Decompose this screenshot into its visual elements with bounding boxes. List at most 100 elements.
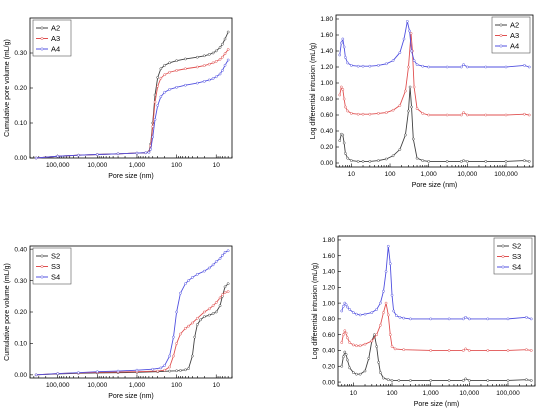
data-point [168, 70, 171, 74]
data-point [392, 309, 395, 313]
data-point [390, 293, 394, 297]
data-point [459, 65, 463, 69]
data-point [445, 113, 449, 117]
data-point [341, 88, 345, 91]
data-point [525, 378, 528, 382]
data-point [346, 305, 349, 309]
data-point [202, 54, 206, 58]
data-point [202, 64, 206, 67]
data-point [211, 61, 215, 65]
data-point [410, 105, 413, 109]
data-point [223, 291, 227, 294]
data-point [179, 332, 182, 336]
data-point [226, 282, 230, 286]
data-point [356, 112, 360, 116]
data-point [56, 154, 60, 158]
data-point [379, 371, 382, 374]
data-point [226, 290, 230, 293]
data-point [214, 49, 218, 53]
data-point [350, 64, 353, 67]
data-point [195, 55, 199, 59]
y-tick-label: 1.00 [320, 80, 333, 87]
data-point [214, 301, 218, 304]
plot-frame [337, 235, 536, 387]
data-point [77, 371, 80, 375]
data-point [221, 69, 224, 72]
data-point [211, 77, 215, 80]
data-point [407, 65, 410, 69]
data-point [342, 97, 346, 101]
data-point [195, 65, 199, 69]
x-tick-label: 10 [350, 390, 358, 397]
data-point [527, 65, 531, 69]
data-point [202, 80, 206, 83]
data-point [135, 151, 139, 155]
data-point [168, 369, 171, 373]
data-point [429, 379, 433, 382]
data-point [529, 317, 533, 321]
y-axis-title: Log differential intrusion (mL/g) [312, 263, 319, 359]
x-tick-label: 10 [213, 162, 221, 169]
data-point [447, 349, 451, 352]
data-point [95, 153, 99, 156]
data-point [184, 83, 187, 87]
data-point [459, 160, 463, 163]
x-tick-label: 10,000 [457, 171, 477, 178]
y-tick-label: 0.60 [322, 332, 335, 339]
data-point [156, 84, 160, 88]
y-axis-title: Log differential intrusion (mL/g) [310, 43, 317, 139]
panel-top-right-log-differential-a: 10 100 1,000 10,000 100,000 0.00 0.20 0.40 0.60 0… [310, 14, 534, 189]
data-point [421, 112, 425, 115]
data-point [350, 159, 353, 162]
x-tick-label: 100 [171, 382, 182, 389]
y-tick-label: 1.00 [322, 300, 335, 307]
data-point [447, 379, 451, 382]
data-point [340, 364, 344, 368]
data-point [384, 301, 388, 305]
data-point [348, 308, 351, 311]
data-point [207, 313, 211, 317]
data-point [404, 89, 407, 93]
data-point [346, 336, 349, 340]
data-point [223, 285, 227, 289]
data-point [375, 333, 379, 337]
data-point [207, 53, 211, 56]
data-point [523, 64, 526, 67]
data-point [506, 349, 510, 352]
data-point [527, 113, 531, 117]
y-tick-label: 0.40 [320, 128, 333, 135]
data-point [386, 313, 390, 317]
data-point [95, 370, 99, 374]
data-point [338, 93, 342, 97]
x-tick-label: 100,000 [46, 162, 70, 169]
x-tick-label: 100 [171, 162, 182, 169]
x-axis-title: Pore size (nm) [412, 182, 458, 189]
data-point [344, 152, 347, 155]
data-point [344, 56, 347, 59]
data-point [159, 76, 163, 80]
data-point [340, 341, 344, 344]
y-tick-label: 0.20 [320, 144, 333, 151]
data-point [355, 372, 358, 376]
data-point [445, 65, 449, 69]
data-point [373, 333, 376, 337]
data-point [344, 353, 348, 356]
data-point [151, 367, 155, 371]
data-point [402, 316, 406, 320]
data-point [175, 369, 178, 373]
data-point [179, 369, 182, 372]
data-point [343, 329, 347, 333]
data-point [172, 354, 175, 358]
data-point [147, 151, 151, 154]
data-point [352, 311, 355, 314]
data-point [461, 379, 465, 382]
data-point [529, 349, 533, 352]
y-tick-label: 1.60 [322, 253, 335, 260]
y-tick-label: 0.30 [14, 50, 27, 57]
y-tick-label: 0.20 [14, 309, 27, 316]
data-point [214, 310, 218, 314]
series-line-a3 [36, 49, 229, 159]
data-point [159, 95, 163, 99]
